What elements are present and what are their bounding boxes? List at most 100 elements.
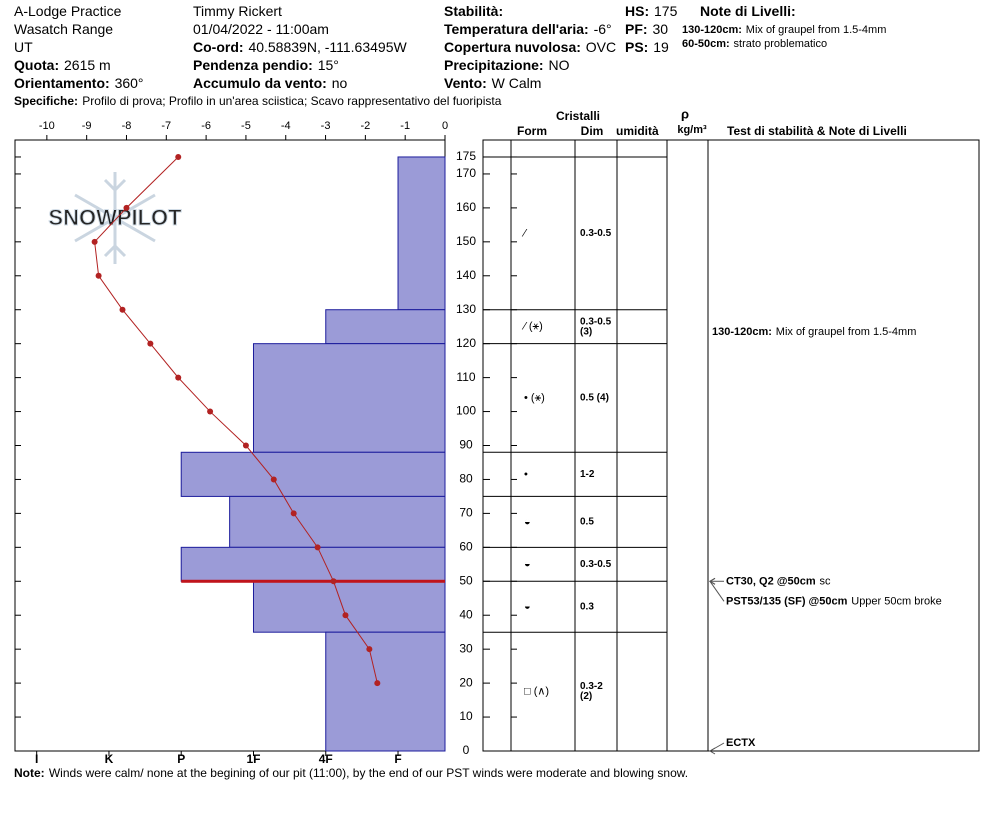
- sky-part: Copertura nuvolosa:: [444, 39, 581, 55]
- layer-note: 130-120cm: Mix of graupel from 1.5-4mm: [682, 24, 886, 36]
- hardness-tick-label: 4F: [319, 752, 333, 766]
- stability-test-part: PST53/135 (SF) @50cm: [726, 595, 848, 607]
- hardness-tick-label: 1F: [246, 752, 260, 766]
- depth-tick-label: 150: [456, 234, 476, 248]
- temperature-point: [207, 408, 214, 415]
- layer-note-part: 60-50cm:: [682, 38, 730, 50]
- depth-tick-label: 120: [456, 336, 476, 350]
- grain-size: 0.3-0.5: [580, 316, 612, 327]
- ps: PS: 19: [625, 39, 669, 55]
- col-crystals: Cristalli: [556, 109, 600, 123]
- temp-tick-label: -4: [281, 120, 291, 132]
- state-part: UT: [14, 39, 33, 55]
- depth-tick-label: 20: [459, 675, 473, 689]
- depth-tick-label: 160: [456, 200, 476, 214]
- wind-part: W Calm: [492, 75, 542, 91]
- test-arrowhead: [709, 747, 716, 755]
- specs: Specifiche: Profilo di prova; Profilo in …: [14, 94, 502, 108]
- depth-tick-label: 110: [456, 370, 475, 384]
- stability: Stabilità:: [444, 3, 503, 19]
- air-temp-part: -6°: [594, 21, 612, 37]
- temp-tick-label: -1: [400, 120, 410, 132]
- coord-part: Co-ord:: [193, 39, 244, 55]
- layer-note-right-part: 130-120cm:: [712, 326, 772, 338]
- grain-size: 0.3-2: [580, 681, 603, 692]
- depth-tick-label: 80: [459, 472, 473, 486]
- pf-part: PF:: [625, 21, 648, 37]
- hardness-bar: [325, 309, 446, 345]
- temperature-point: [95, 272, 102, 279]
- stability-test-part: CT30, Q2 @50cm: [726, 575, 816, 587]
- slope-part: Pendenza pendio:: [193, 57, 313, 73]
- stability-test-part: sc: [819, 575, 831, 587]
- temp-tick-label: -5: [241, 120, 251, 132]
- ps-part: PS:: [625, 39, 648, 55]
- hs-part: HS:: [625, 3, 649, 19]
- grain-form: □ (∧): [524, 686, 549, 698]
- elevation-part: Quota:: [14, 57, 59, 73]
- observer: Timmy Rickert: [193, 3, 282, 19]
- hardness-bar: [252, 580, 446, 633]
- layer-note-right-part: Mix of graupel from 1.5-4mm: [776, 326, 917, 338]
- grain-form: • (⚹): [524, 392, 545, 404]
- test-arrow: [709, 580, 725, 602]
- specs-part: Profilo di prova; Profilo in un'area sci…: [82, 94, 501, 108]
- col-density-unit: kg/m³: [677, 124, 707, 136]
- location: A-Lodge Practice: [14, 3, 122, 19]
- temperature-point: [147, 340, 154, 347]
- temperature-point: [242, 442, 249, 449]
- grain-form: ⁄: [521, 227, 528, 239]
- col-tests: Test di stabilità & Note di Livelli: [727, 124, 907, 138]
- col-dim: Dim: [581, 124, 604, 138]
- temp-tick-label: -3: [321, 120, 331, 132]
- wind-part: Vento:: [444, 75, 487, 91]
- hardness-tick-label: K: [105, 752, 114, 766]
- layer-notes-title-part: Note di Livelli:: [700, 3, 796, 19]
- hardness-tick-label: F: [394, 752, 401, 766]
- grain-form: ◒: [524, 558, 531, 570]
- temperature-point: [330, 578, 337, 585]
- hardness-bar: [325, 631, 446, 752]
- sky-part: OVC: [586, 39, 616, 55]
- depth-tick-label: 10: [459, 709, 473, 723]
- datetime: 01/04/2022 - 11:00am: [193, 21, 329, 37]
- depth-tick-label: 100: [456, 404, 476, 418]
- depth-tick-label: 70: [459, 506, 473, 520]
- temp-tick-label: -2: [360, 120, 370, 132]
- specs-part: Specifiche:: [14, 94, 78, 108]
- coord: Co-ord: 40.58839N, -111.63495W: [193, 39, 407, 55]
- temp-tick-label: -8: [122, 120, 132, 132]
- layer-notes-title: Note di Livelli:: [700, 3, 796, 19]
- watermark-logo: [74, 172, 156, 264]
- grain-form: ⁄ (⚹): [521, 321, 543, 333]
- wind: Vento: W Calm: [444, 75, 541, 91]
- range: Wasatch Range: [14, 21, 113, 37]
- air-temp: Temperatura dell'aria: -6°: [444, 21, 612, 37]
- stability-part: Stabilità:: [444, 3, 503, 19]
- hardness-bar: [180, 546, 446, 582]
- layer-note-part: 130-120cm:: [682, 24, 742, 36]
- depth-tick-label: 0: [463, 743, 470, 757]
- grain-size: 0.3: [580, 601, 594, 612]
- footer-note: Note: Winds were calm/ none at the begini…: [14, 766, 688, 780]
- depth-tick-label: 130: [456, 302, 476, 316]
- pf: PF: 30: [625, 21, 668, 37]
- hardness-bar: [180, 451, 446, 497]
- sky: Copertura nuvolosa: OVC: [444, 39, 616, 55]
- hardness-tick-label: P: [177, 752, 185, 766]
- stability-test: CT30, Q2 @50cm sc: [726, 575, 831, 587]
- temperature-point: [119, 306, 126, 313]
- depth-tick-label: 140: [456, 268, 476, 282]
- temp-tick-label: 0: [442, 120, 448, 132]
- temp-tick-label: -9: [82, 120, 92, 132]
- slope-part: 15°: [318, 57, 339, 73]
- layer-note-part: strato problematico: [734, 38, 828, 50]
- temperature-point: [314, 544, 321, 551]
- temperature-point: [366, 646, 373, 653]
- precip-part: NO: [548, 57, 569, 73]
- precip: Precipitazione: NO: [444, 57, 570, 73]
- grain-size: 0.3-0.5: [580, 228, 612, 239]
- aspect-part: Orientamento:: [14, 75, 110, 91]
- location-part: A-Lodge Practice: [14, 3, 122, 19]
- temperature-point: [270, 476, 277, 483]
